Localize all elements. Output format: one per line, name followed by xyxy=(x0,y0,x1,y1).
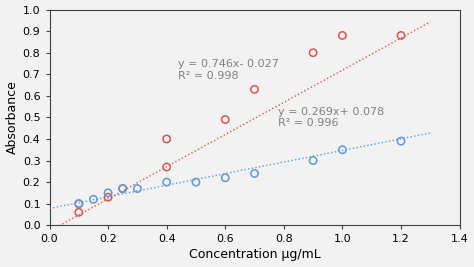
Point xyxy=(338,33,346,38)
Y-axis label: Absorbance: Absorbance xyxy=(6,80,18,154)
Point xyxy=(75,210,82,214)
Point xyxy=(163,165,171,169)
Point xyxy=(90,197,97,202)
Point xyxy=(221,176,229,180)
Point xyxy=(310,50,317,55)
Text: y = 0.746x- 0.027
R² = 0.998: y = 0.746x- 0.027 R² = 0.998 xyxy=(178,59,279,81)
Point xyxy=(163,137,171,141)
Point xyxy=(338,148,346,152)
Point xyxy=(397,33,405,38)
Text: y = 0.269x+ 0.078
R² = 0.996: y = 0.269x+ 0.078 R² = 0.996 xyxy=(278,107,384,128)
Point xyxy=(119,186,127,191)
Point xyxy=(134,186,141,191)
Point xyxy=(397,139,405,143)
Point xyxy=(221,117,229,122)
Point xyxy=(75,202,82,206)
Point xyxy=(251,171,258,176)
Point xyxy=(75,202,82,206)
Point xyxy=(119,186,127,191)
Point xyxy=(310,158,317,163)
Point xyxy=(163,180,171,184)
Point xyxy=(104,195,112,199)
Point xyxy=(104,191,112,195)
Point xyxy=(192,180,200,184)
X-axis label: Concentration μg/mL: Concentration μg/mL xyxy=(189,249,320,261)
Point xyxy=(251,87,258,92)
